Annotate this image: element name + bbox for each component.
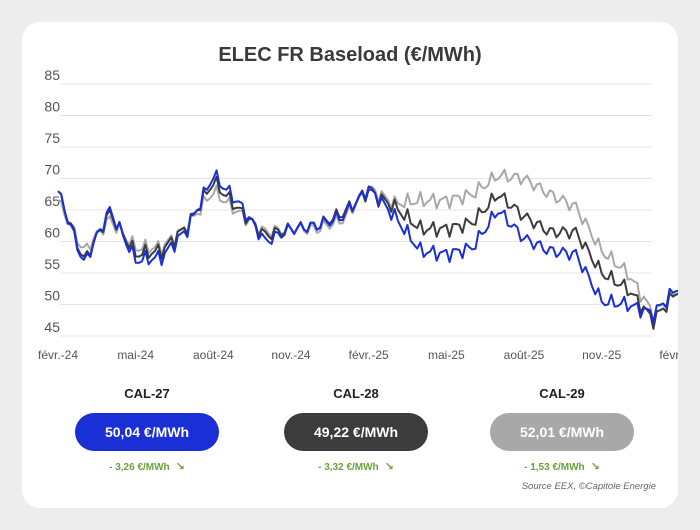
y-tick-label: 60 <box>44 225 60 241</box>
source-note: Source EEX, ©Capitole Energie <box>521 481 656 492</box>
x-tick-label: août-25 <box>504 348 545 362</box>
series-line-cal-28 <box>57 175 678 330</box>
cal-28-card: CAL-28 49,22 €/MWh - 3,32 €/MWh ↘ <box>284 386 428 473</box>
y-tick-label: 45 <box>44 319 60 335</box>
chart-grid <box>60 83 652 337</box>
series-line-cal-27 <box>57 169 678 324</box>
chart-card: ELEC FR Baseload (€/MWh) 45 50 55 60 65 70 75 8… <box>22 22 678 508</box>
x-tick-label: mai-24 <box>117 348 154 362</box>
line-chart: 45 50 55 60 65 70 75 80 85 févr.-24 mai-24 août-24… <box>38 67 678 362</box>
x-tick-label: févr.-25 <box>349 348 389 362</box>
series-line-cal-29 <box>57 168 678 324</box>
y-tick-label: 70 <box>44 162 60 178</box>
y-axis-ticks: 45 50 55 60 65 70 75 80 85 <box>44 67 60 335</box>
arrow-down-right-icon: ↘ <box>175 461 185 473</box>
y-tick-label: 80 <box>44 99 60 115</box>
cal-28-price: 49,22 €/MWh <box>284 413 428 451</box>
cal-27-price: 50,04 €/MWh <box>75 413 219 451</box>
y-tick-label: 55 <box>44 256 60 272</box>
x-tick-label: nov.-25 <box>582 348 621 362</box>
cal-27-card: CAL-27 50,04 €/MWh - 3,26 €/MWh ↘ <box>75 386 219 473</box>
cal-29-price: 52,01 €/MWh <box>490 413 634 451</box>
y-tick-label: 75 <box>44 130 60 146</box>
cal-29-card: CAL-29 52,01 €/MWh - 1,53 €/MWh ↘ <box>490 386 634 473</box>
cal-29-delta: - 1,53 €/MWh ↘ <box>524 461 600 473</box>
x-tick-label: août-24 <box>193 348 234 362</box>
chart-series <box>57 168 678 330</box>
cal-27-delta: - 3,26 €/MWh ↘ <box>109 461 185 473</box>
y-tick-label: 85 <box>44 67 60 83</box>
x-tick-label: mai-25 <box>428 348 465 362</box>
x-axis-ticks: févr.-24 mai-24 août-24 nov.-24 févr.-25 mai-… <box>38 348 678 362</box>
chart-title: ELEC FR Baseload (€/MWh) <box>218 44 482 66</box>
y-tick-label: 65 <box>44 193 60 209</box>
cal-28-delta: - 3,32 €/MWh ↘ <box>318 461 394 473</box>
cal-28-label: CAL-28 <box>333 386 379 401</box>
x-tick-label: févr.-24 <box>38 348 78 362</box>
arrow-down-right-icon: ↘ <box>384 461 394 473</box>
x-tick-label: févr.-26 <box>659 348 678 362</box>
cal-29-label: CAL-29 <box>539 386 585 401</box>
y-tick-label: 50 <box>44 288 60 304</box>
arrow-down-right-icon: ↘ <box>590 461 600 473</box>
x-tick-label: nov.-24 <box>271 348 310 362</box>
cal-27-label: CAL-27 <box>124 386 170 401</box>
